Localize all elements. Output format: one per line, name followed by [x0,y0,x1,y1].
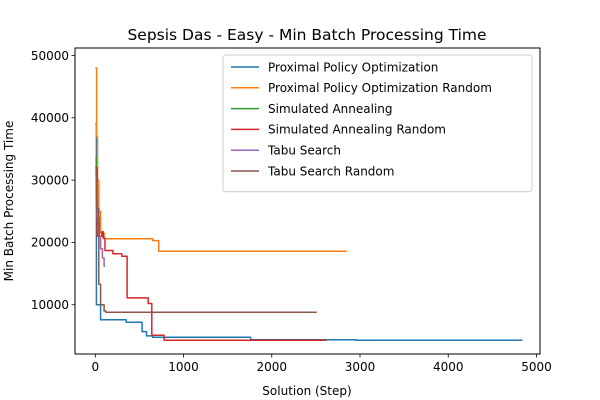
x-tick-label: 4000 [433,360,464,374]
series-line-6 [95,170,317,313]
y-tick-label: 40000 [31,111,69,125]
x-tick-label: 5000 [521,360,552,374]
x-tick-label: 1000 [168,360,199,374]
x-axis-title: Solution (Step) [262,384,351,398]
series-line-4 [95,166,327,342]
legend-label: Tabu Search Random [267,164,394,178]
axis-ticks: 0 1000 2000 3000 4000 5000 10000 20000 30000 4000… [31,49,552,374]
x-tick-label: 0 [91,360,99,374]
y-tick-label: 20000 [31,236,69,250]
legend-label: Proximal Policy Optimization Random [268,81,492,95]
legend-label: Simulated Annealing [268,102,393,116]
x-tick-label: 3000 [345,360,376,374]
y-tick-label: 30000 [31,173,69,187]
y-tick-label: 50000 [31,49,69,63]
chart-title: Sepsis Das - Easy - Min Batch Processing… [127,26,486,44]
y-axis-title: Min Batch Processing Time [2,121,16,282]
legend: Proximal Policy Optimization Proximal Pol… [222,54,533,193]
legend-box [222,54,533,193]
plot-area [95,67,523,342]
legend-label: Tabu Search [267,144,341,158]
legend-label: Proximal Policy Optimization [268,60,438,74]
series-line-2 [95,67,347,252]
x-tick-label: 2000 [256,360,287,374]
plot-frame [74,47,541,355]
legend-label: Simulated Annealing Random [268,123,446,137]
y-tick-label: 10000 [31,298,69,312]
